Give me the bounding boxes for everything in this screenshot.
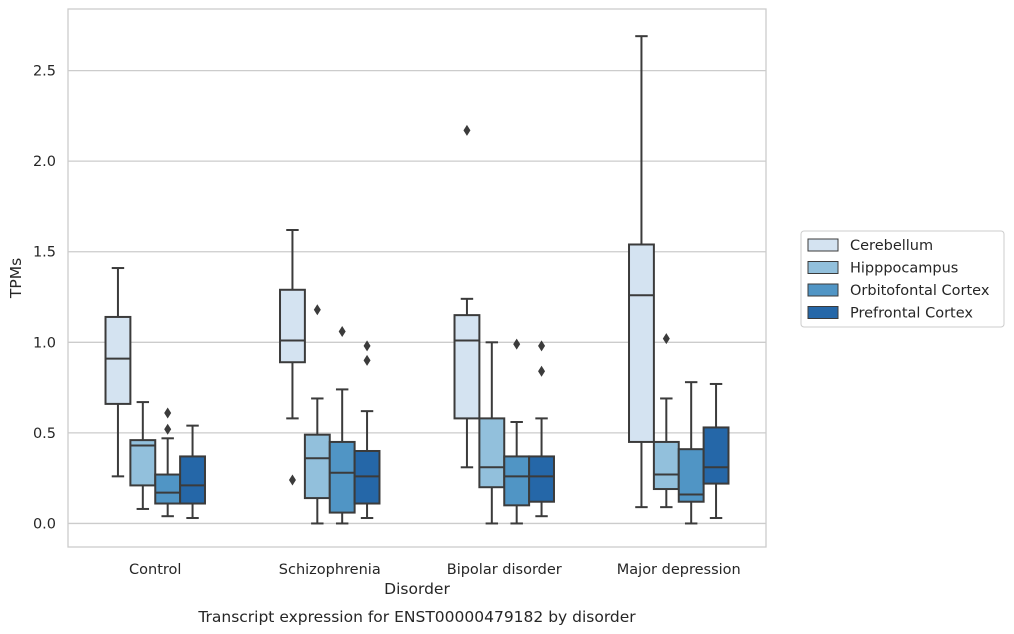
outlier-marker <box>363 340 371 352</box>
x-tick-label: Control <box>129 562 181 578</box>
box-body <box>179 455 206 505</box>
box-body <box>528 455 555 503</box>
box-group <box>453 124 481 469</box>
y-tick-label: 2.0 <box>33 154 56 170</box>
x-tick-label: Schizophrenia <box>279 562 381 578</box>
box-body <box>453 314 481 420</box>
box-group <box>528 340 555 518</box>
legend-swatch <box>807 238 839 252</box>
y-tick-label: 1.0 <box>33 335 56 351</box>
x-tick-label: Bipolar disorder <box>447 562 562 578</box>
box-group <box>702 382 730 520</box>
plot-frame <box>67 8 767 548</box>
outlier-marker <box>164 423 172 435</box>
box-body <box>154 473 182 505</box>
box-body <box>328 440 356 514</box>
box-group <box>478 341 506 525</box>
y-tick-label: 1.5 <box>33 245 56 261</box>
box-body <box>279 288 306 364</box>
box-group <box>279 228 306 486</box>
box-body <box>503 455 531 507</box>
legend-frame <box>800 230 1005 328</box>
box-body <box>104 315 132 405</box>
x-tick-label: Major depression <box>617 562 741 578</box>
box-group <box>129 401 157 510</box>
box-body <box>628 243 655 443</box>
outlier-marker <box>338 325 346 337</box>
y-tick-label: 0.5 <box>33 426 56 442</box>
box-group <box>503 338 531 525</box>
x-axis-ticks: Control Schizophrenia Bipolar disorder Majo… <box>129 562 741 578</box>
x-axis-label: Disorder <box>384 580 450 598</box>
chart-caption: Transcript expression for ENST0000047918… <box>197 608 636 626</box>
legend-swatch <box>807 306 839 319</box>
legend-swatch <box>807 283 839 297</box>
y-tick-label: 0.0 <box>33 516 56 532</box>
outlier-marker <box>662 333 670 345</box>
box-group <box>303 304 331 525</box>
legend-swatch <box>807 261 839 274</box>
y-axis-label: TPMs <box>7 258 25 299</box>
outlier-marker <box>463 124 471 136</box>
outlier-marker <box>363 354 371 366</box>
box-body <box>129 439 157 487</box>
box-group <box>104 267 132 478</box>
outlier-marker <box>288 474 296 486</box>
outlier-marker <box>164 407 172 419</box>
legend-label: Hipppocampus <box>850 261 958 277</box>
legend: Cerebellum Hipppocampus Orbitofontal Corte… <box>800 230 1005 328</box>
legend-label: Prefrontal Cortex <box>850 306 973 322</box>
box-group <box>328 325 356 525</box>
outlier-marker <box>513 338 521 350</box>
box-group <box>179 424 206 520</box>
outlier-marker <box>538 340 546 352</box>
outlier-marker <box>313 304 321 316</box>
box-group <box>628 35 655 509</box>
outlier-marker <box>538 365 546 377</box>
y-tick-label: 2.5 <box>33 64 56 80</box>
box-body <box>702 426 730 485</box>
box-body <box>303 433 331 500</box>
box-group <box>652 333 680 509</box>
legend-label: Orbitofontal Cortex <box>850 283 990 299</box>
box-body <box>652 440 680 491</box>
box-body <box>478 417 506 489</box>
legend-label: Cerebellum <box>850 238 933 254</box>
y-axis-ticks: 0.0 0.5 1.0 1.5 2.0 2.5 <box>33 64 56 533</box>
box-group <box>353 340 381 520</box>
grid-lines <box>68 69 766 525</box>
box-series <box>104 35 730 525</box>
